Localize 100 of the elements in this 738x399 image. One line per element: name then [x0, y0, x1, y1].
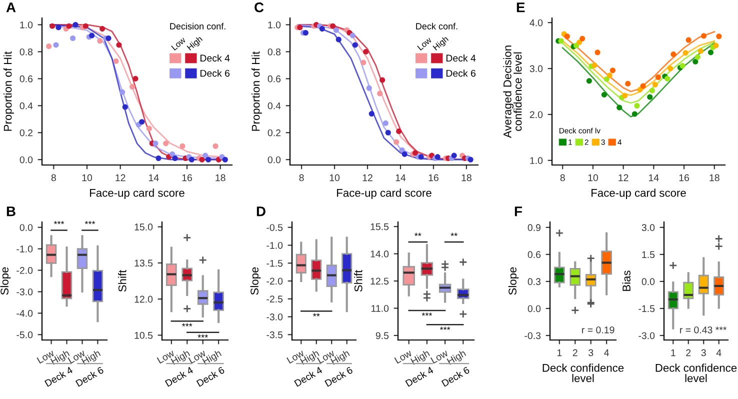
y-tick-label: 9.5: [376, 332, 389, 340]
x-tick-label: 4: [604, 349, 609, 356]
point: [120, 89, 126, 95]
y-tick-label: 1.0: [20, 21, 33, 28]
point: [116, 42, 122, 48]
point: [377, 90, 383, 96]
y-tick-label: -4.0: [16, 310, 33, 317]
x-tick-label: Low: [394, 349, 412, 364]
annotation: ***: [422, 312, 432, 316]
point: [170, 151, 176, 157]
x-tick-label: 8: [51, 174, 56, 182]
point: [130, 84, 136, 90]
point: [212, 143, 218, 149]
point: [172, 155, 178, 162]
y-axis-title: Proportion of Hit: [252, 51, 262, 131]
point: [385, 130, 391, 136]
y-axis-title: Proportion of Hit: [4, 51, 14, 131]
y-tick-label: 0.3: [528, 278, 541, 286]
point: [634, 102, 640, 109]
y-axis-title: Averaged Decision confidence level: [503, 46, 522, 138]
point: [333, 27, 339, 33]
annotation: **: [414, 232, 422, 236]
point: [180, 143, 186, 149]
y-tick-label: -3.0: [16, 288, 33, 296]
y-tick-label: 3.0: [642, 224, 655, 232]
point: [402, 151, 408, 157]
legend-label: Deck 4: [200, 54, 230, 62]
y-tick-label: 1.0: [530, 157, 543, 164]
y-tick-label: 11.0: [372, 304, 389, 312]
point: [586, 78, 592, 84]
point: [610, 68, 616, 74]
point: [564, 34, 570, 40]
point: [601, 92, 607, 98]
point: [694, 54, 700, 60]
y-tick-label: 0.0: [20, 156, 33, 164]
chart-title: F: [514, 206, 522, 216]
chart-title: C: [254, 2, 264, 12]
y-tick-label: -1.0: [16, 246, 33, 252]
point: [366, 85, 372, 91]
x-tick-label: 16: [679, 174, 690, 182]
x-tick-label: 18: [462, 174, 472, 182]
y-tick-label: 0.6: [20, 75, 33, 82]
point: [670, 52, 676, 58]
x-tick-label: 8: [560, 174, 565, 182]
x-tick-label: 14: [149, 174, 159, 182]
point: [396, 128, 402, 134]
point: [606, 72, 612, 78]
annotation: High: [186, 36, 204, 52]
y-tick-label: 1.0: [268, 21, 281, 28]
point: [132, 76, 138, 82]
y-tick-label: -0.3: [524, 332, 541, 340]
x-tick-label: 12: [362, 174, 372, 182]
point: [640, 83, 646, 89]
annotation: ***: [84, 220, 96, 224]
chart-title: B: [6, 206, 16, 216]
x-tick-label: 12: [116, 174, 126, 182]
annotation: High: [432, 36, 450, 52]
point: [622, 92, 628, 98]
y-tick-label: -1.5: [638, 305, 655, 312]
x-tick-label: 16: [428, 174, 438, 182]
point: [576, 40, 582, 46]
point: [350, 32, 356, 38]
legend-title: Deck conf.: [416, 22, 458, 30]
x-tick-label: 12: [618, 174, 628, 182]
y-tick-label: 0.2: [268, 129, 280, 136]
x-tick-label: 14: [649, 174, 659, 182]
point: [202, 152, 208, 158]
point: [188, 156, 194, 162]
point: [604, 76, 610, 82]
x-axis-title: Deck confidence level: [656, 364, 737, 382]
y-tick-label: 0.0: [268, 156, 281, 164]
point: [412, 150, 418, 156]
point: [139, 119, 145, 125]
point: [434, 154, 440, 160]
point: [50, 23, 56, 29]
y-tick-label: 12.5: [370, 278, 389, 285]
text: Deck 4: [405, 366, 434, 387]
y-tick-label: 0.0: [20, 224, 33, 231]
annotation: ***: [440, 326, 450, 330]
y-tick-label: 12.0: [134, 296, 153, 303]
point: [222, 156, 228, 162]
point: [708, 50, 714, 56]
y-tick-label: -3.0: [638, 332, 655, 340]
chart-title: D: [256, 206, 266, 216]
text: Deck 6: [441, 366, 470, 387]
text: Deck 6: [324, 366, 354, 387]
point: [199, 156, 205, 162]
annotation: Low: [417, 36, 432, 51]
y-axis-title: Shift: [118, 270, 126, 292]
y-axis-title: Slope: [0, 267, 11, 295]
point: [451, 152, 457, 158]
y-tick-label: -2.0: [266, 278, 283, 285]
x-tick-label: 10: [330, 174, 340, 182]
y-tick-label: 14.0: [370, 250, 389, 258]
point: [302, 30, 308, 36]
x-axis-title: Face-up card score: [592, 188, 686, 200]
y-tick-label: 10.5: [134, 332, 153, 339]
x-tick-label: High: [446, 349, 468, 366]
y-tick-label: 0.2: [20, 129, 32, 136]
text: Deck 6: [75, 366, 104, 387]
